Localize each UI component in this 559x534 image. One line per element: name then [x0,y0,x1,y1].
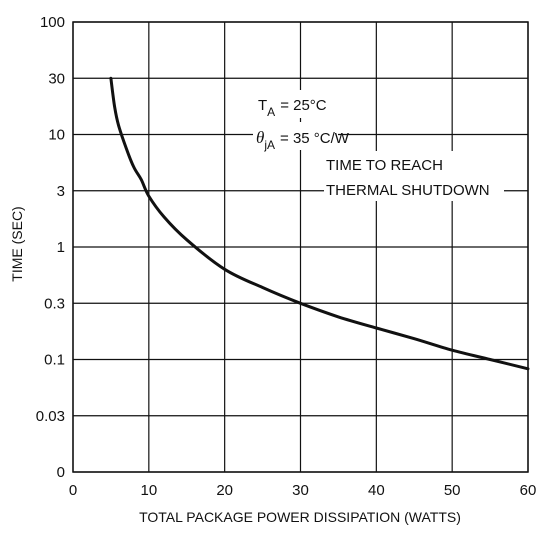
grid [72,21,529,473]
series-line [109,76,530,371]
y-tick-label: 100 [40,14,65,31]
x-tick-label: 60 [520,482,537,499]
y-tick-label: 0.1 [44,352,65,369]
y-axis-title: TIME (SEC) [9,206,25,281]
theta-symbol: θ [256,128,264,147]
y-tick-label: 3 [57,183,65,200]
ta-subscript: A [267,105,275,119]
y-tick-label: 0.3 [44,295,65,312]
x-tick-label: 10 [140,482,157,499]
annotation-ta: TA = 25°C [253,90,368,119]
y-tick-label: 30 [48,70,65,87]
svg-text:θjA= 35 °C/W: θjA = 35 °C/W [256,128,350,152]
theta-value: = 35 °C/W [280,130,350,147]
y-tick-label: 0.03 [36,408,65,425]
x-tick-label: 30 [292,482,309,499]
x-tick-label: 50 [444,482,461,499]
y-tick-label: 1 [57,239,65,256]
y-tick-labels: 0 0.03 0.1 0.3 1 3 10 30 100 [36,14,65,481]
x-tick-labels: 0 10 20 30 40 50 60 [69,482,537,499]
annotation-note: TIME TO REACH THERMAL SHUTDOWN [324,151,504,201]
note-line-2: THERMAL SHUTDOWN [326,182,490,199]
y-tick-label: 10 [48,127,65,144]
plot-frame [72,21,529,473]
ta-value: = 25°C [280,97,327,114]
svg-text:TA= 25°C: TA = 25°C [258,97,327,119]
x-tick-label: 20 [216,482,233,499]
x-tick-label: 0 [69,482,77,499]
x-tick-label: 40 [368,482,385,499]
ta-symbol: T [258,97,267,114]
theta-subscript: jA [263,138,275,152]
y-tick-label: 0 [57,464,65,481]
note-line-1: TIME TO REACH [326,157,443,174]
annotation-theta: θjA = 35 °C/W [253,122,350,152]
x-axis-title: TOTAL PACKAGE POWER DISSIPATION (WATTS) [139,509,461,525]
